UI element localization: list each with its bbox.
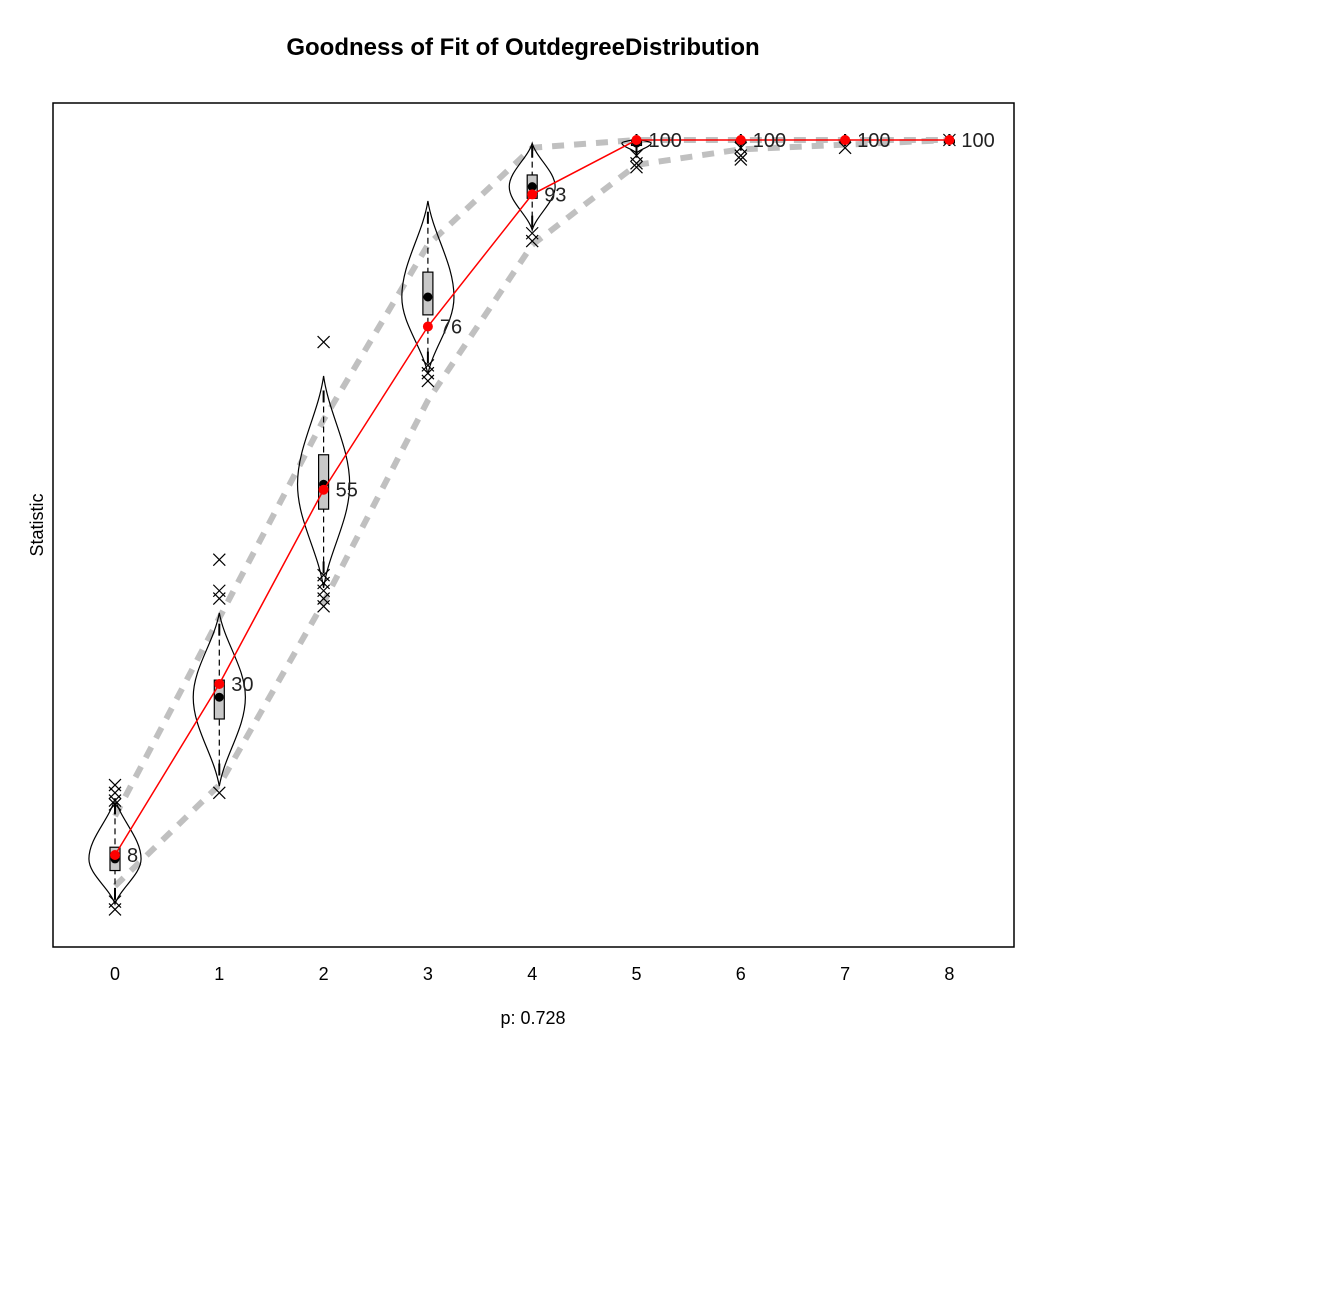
outlier-cross-2 — [108, 794, 122, 808]
outlier-cross-9 — [212, 786, 226, 800]
violin-0 — [88, 797, 142, 907]
observed-point-7 — [840, 135, 851, 145]
outlier-cross-15 — [317, 599, 331, 613]
observed-point-4 — [527, 189, 538, 200]
outlier-cross-18 — [421, 374, 435, 388]
simulated-mean-point-1 — [214, 692, 224, 702]
x-tick-label-4: 4 — [527, 964, 537, 984]
observed-value-label-3: 76 — [440, 317, 462, 339]
violin-4 — [508, 141, 556, 233]
observed-point-6 — [735, 135, 746, 145]
chart-title: Goodness of Fit of OutdegreeDistribution — [286, 34, 759, 61]
observed-point-1 — [214, 679, 225, 690]
observed-value-label-8: 100 — [961, 130, 994, 152]
observed-value-label-1: 30 — [231, 674, 253, 696]
y-axis-label: Statistic — [27, 493, 47, 556]
observed-point-0 — [110, 850, 120, 860]
observed-value-label-4: 93 — [544, 184, 566, 206]
x-tick-label-7: 7 — [840, 964, 850, 984]
violin-3 — [401, 200, 455, 375]
simulated-mean-point-4 — [527, 182, 537, 192]
plot-frame — [52, 102, 1015, 948]
outlier-cross-10 — [317, 335, 331, 349]
outlier-cross-22 — [630, 156, 643, 170]
outlier-cross-26 — [734, 153, 748, 166]
observed-point-5 — [631, 135, 642, 145]
x-tick-label-0: 0 — [110, 964, 120, 984]
outlier-cross-27 — [838, 141, 852, 155]
observed-value-label-6: 100 — [753, 130, 786, 152]
observed-point-8 — [944, 135, 955, 145]
observed-point-2 — [318, 484, 329, 495]
outlier-cross-6 — [212, 553, 226, 567]
chart-marks: 8 30 55 76 93 100 100 100 100 0 1 2 3 4 5 6 7 8 — [88, 130, 995, 984]
violin-1 — [192, 612, 246, 787]
x-tick-label-5: 5 — [631, 964, 641, 984]
x-tick-label-3: 3 — [423, 964, 433, 984]
x-tick-label-1: 1 — [214, 964, 224, 984]
outlier-cross-8 — [212, 592, 226, 605]
outlier-cross-3 — [108, 798, 122, 811]
simulated-mean-point-3 — [423, 292, 433, 302]
observed-point-3 — [422, 321, 433, 332]
outlier-cross-5 — [108, 895, 122, 909]
observed-value-label-2: 55 — [336, 480, 358, 502]
outlier-cross-23 — [630, 160, 643, 174]
violin-2 — [296, 375, 351, 589]
observed-value-label-5: 100 — [649, 130, 682, 152]
x-tick-label-6: 6 — [736, 964, 746, 984]
outlier-cross-20 — [525, 234, 539, 248]
observed-value-label-0: 8 — [127, 845, 138, 867]
x-axis-label: p: 0.728 — [500, 1008, 565, 1028]
envelope-lower-line — [112, 137, 950, 889]
x-tick-label-8: 8 — [944, 964, 954, 984]
outlier-cross-25 — [734, 149, 748, 162]
observed-value-label-7: 100 — [857, 130, 890, 152]
x-tick-label-2: 2 — [319, 964, 329, 984]
